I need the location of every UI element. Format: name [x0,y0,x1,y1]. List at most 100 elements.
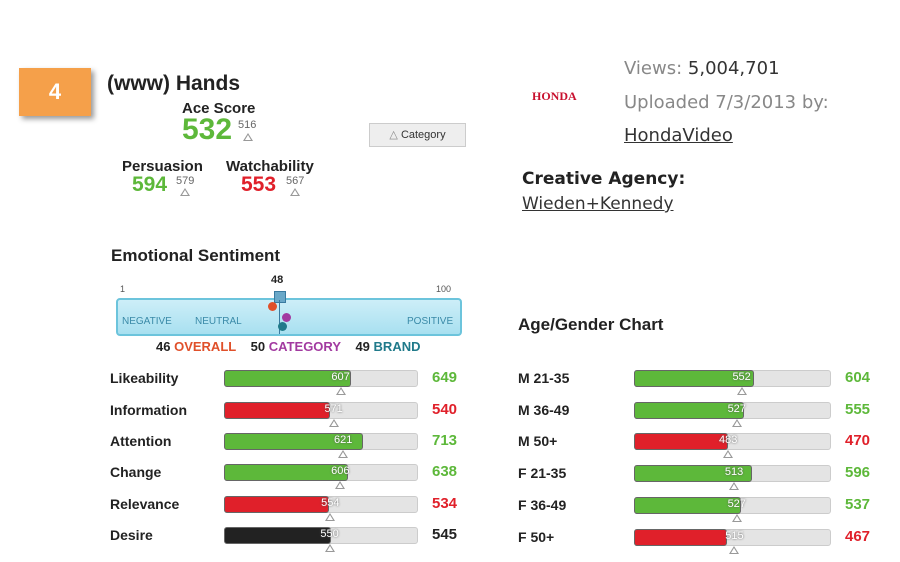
bar-fill [224,433,363,450]
bar-fill [634,370,754,387]
row-score: 470 [845,432,871,449]
scale-max: 100 [436,284,452,294]
negative-label: NEGATIVE [122,316,172,327]
norm-triangle [328,419,339,427]
row-score: 545 [432,526,458,543]
norm-label: 513 [724,466,744,478]
row-label: F 50+ [518,529,555,545]
uploader-link[interactable]: HondaVideo [624,125,733,146]
norm-label: 550 [320,528,339,540]
norm-triangle [731,514,742,522]
sentiment-legend: 46 OVERALL 50 CATEGORY 49 BRAND [156,339,421,354]
norm-triangle [729,482,740,490]
brand-logo: HONDA [532,89,577,103]
ace-norm: 516 [238,119,257,131]
views-value: 5,004,701 [687,58,780,79]
category-dot [281,313,291,322]
sentiment-pin [274,291,287,303]
row-label: Attention [110,433,172,449]
row-score: 467 [845,528,871,545]
section-title: Age/Gender Chart [518,315,664,334]
row-label: Desire [110,527,153,543]
category-value: 50 [250,339,266,354]
norm-label: 607 [331,371,350,383]
norm-triangle [325,513,336,521]
row-score: 537 [845,496,871,513]
norm-triangle [290,188,300,196]
norm-triangle [335,387,346,395]
row-label: M 50+ [518,433,558,449]
row-label: Change [110,464,162,480]
norm-triangle [324,544,335,552]
brand-dot [278,322,288,331]
bar-fill [224,464,349,481]
row-label: M 21-35 [518,370,570,386]
norm-label: 515 [725,530,744,542]
norm-triangle [731,419,742,427]
norm-label: 621 [334,434,353,446]
overall-label: OVERALL [174,339,237,354]
watchability-score: 553 [241,173,277,196]
row-label: F 36-49 [518,497,567,513]
uploaded: Uploaded 7/3/2013 by: [624,92,829,113]
agency: Wieden+Kennedy [522,194,674,214]
agency-link[interactable]: Wieden+Kennedy [522,194,674,214]
scale-min: 1 [120,284,126,294]
norm-triangle [335,481,346,489]
ace-label: Ace Score [182,100,256,117]
norm-label: 527 [727,403,746,415]
brand-value: 49 [355,339,370,354]
bar-fill [634,402,745,419]
ace-score: 532 [182,113,233,146]
row-score: 638 [432,463,458,480]
norm-label: 606 [331,465,350,477]
row-score: 604 [845,369,871,386]
bar-fill [224,527,331,544]
row-label: F 21-35 [518,465,567,481]
button-label: Category [400,129,446,141]
row-label: Relevance [110,496,180,512]
row-score: 596 [845,464,871,481]
persuasion-norm: 579 [176,175,195,187]
row-label: Likeability [110,370,179,386]
row-score: 534 [432,495,458,512]
norm-label: 571 [324,403,343,415]
watchability-label: Watchability [226,158,314,175]
bar-fill [634,529,728,546]
persuasion-label: Persuasion [122,158,203,175]
views: Views: 5,004,701 [624,58,780,79]
ad-title: (www) Hands [107,72,241,95]
norm-label: 483 [718,434,738,446]
norm-triangle [180,188,190,196]
bar-fill [224,370,351,387]
norm-triangle [729,546,740,554]
norm-label: 527 [727,498,746,510]
overall-dot [268,302,278,311]
row-label: M 36-49 [518,402,570,418]
bar-fill [634,433,728,450]
row-label: Information [110,402,187,418]
norm-triangle [723,450,734,458]
norm-triangle [338,450,349,458]
agency-label: Creative Agency: [522,169,686,189]
persuasion-score: 594 [132,173,168,196]
sentiment-pin-line [279,300,281,334]
norm-label: 552 [732,371,751,383]
norm-label: 554 [321,497,340,509]
bar-fill [634,497,741,514]
watchability-norm: 567 [286,175,305,187]
row-score: 555 [845,401,871,418]
norm-triangle [736,387,747,395]
category-label: CATEGORY [268,339,341,354]
bar-fill [224,496,329,513]
positive-label: POSITIVE [407,316,454,327]
views-label: Views: [624,58,683,79]
neutral-label: NEUTRAL [195,316,242,327]
sentiment-value: 48 [271,274,284,286]
section-title: Emotional Sentiment [111,246,281,265]
norm-triangle [243,133,253,141]
category-button[interactable]: △ Category [369,123,466,147]
uploader: HondaVideo [624,125,733,146]
bar-fill [224,402,330,419]
